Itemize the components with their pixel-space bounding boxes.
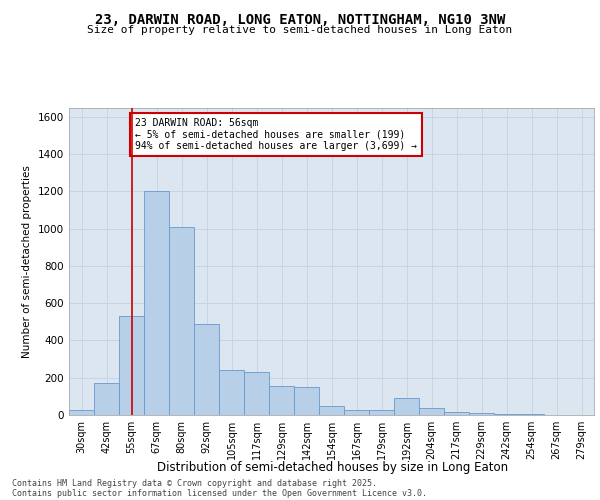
Text: Distribution of semi-detached houses by size in Long Eaton: Distribution of semi-detached houses by … [157,461,509,474]
Bar [294,387,319,415]
Bar [69,410,94,415]
Text: 23, DARWIN ROAD, LONG EATON, NOTTINGHAM, NG10 3NW: 23, DARWIN ROAD, LONG EATON, NOTTINGHAM,… [95,12,505,26]
Text: Contains public sector information licensed under the Open Government Licence v3: Contains public sector information licen… [12,488,427,498]
Bar [119,316,144,415]
Bar [94,384,119,415]
Bar [144,192,169,415]
Bar [469,413,494,415]
Y-axis label: Number of semi-detached properties: Number of semi-detached properties [22,165,32,358]
Bar [444,412,469,415]
Bar [169,227,194,415]
Bar [194,324,219,415]
Bar [219,370,244,415]
Bar [394,398,419,415]
Bar [319,406,344,415]
Text: Contains HM Land Registry data © Crown copyright and database right 2025.: Contains HM Land Registry data © Crown c… [12,478,377,488]
Text: 23 DARWIN ROAD: 56sqm
← 5% of semi-detached houses are smaller (199)
94% of semi: 23 DARWIN ROAD: 56sqm ← 5% of semi-detac… [135,118,417,151]
Bar [344,410,369,415]
Bar [519,414,544,415]
Bar [494,414,519,415]
Text: Size of property relative to semi-detached houses in Long Eaton: Size of property relative to semi-detach… [88,25,512,35]
Bar [369,410,394,415]
Bar [269,386,294,415]
Bar [419,408,444,415]
Bar [244,372,269,415]
